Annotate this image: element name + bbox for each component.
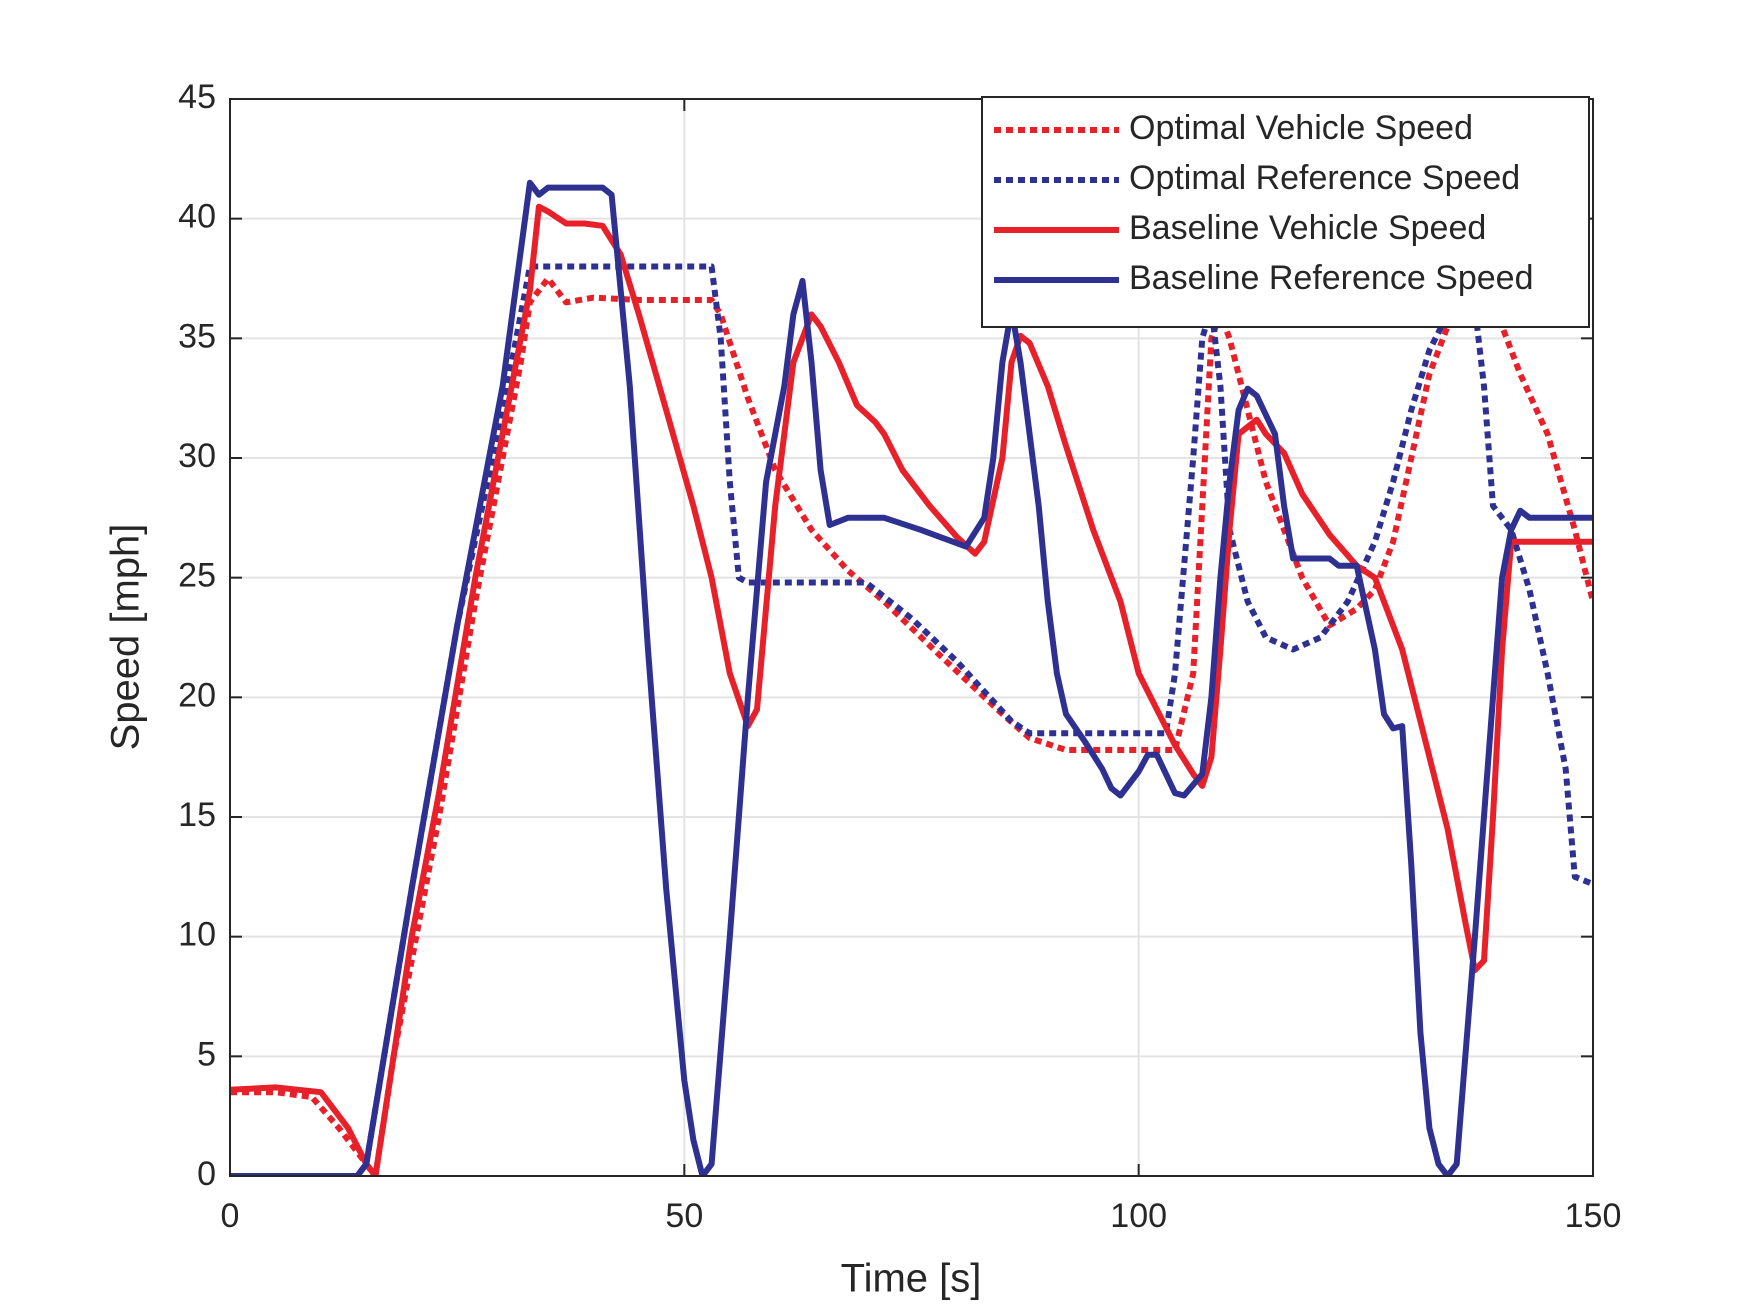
x-tick-label: 100	[1110, 1197, 1167, 1235]
y-tick-label: 20	[178, 676, 216, 714]
y-tick-label: 40	[178, 198, 216, 236]
y-tick-label: 15	[178, 796, 216, 834]
y-tick-label: 30	[178, 437, 216, 475]
x-tick-label: 150	[1565, 1197, 1622, 1235]
y-tick-label: 0	[197, 1155, 216, 1193]
y-tick-label: 5	[197, 1035, 216, 1073]
series-line	[230, 203, 1593, 1176]
legend-label: Optimal Reference Speed	[1129, 159, 1520, 197]
axes-box	[229, 98, 1594, 1177]
y-tick-label: 25	[178, 557, 216, 595]
y-axis-label: Speed [mph]	[104, 524, 148, 751]
legend-label: Baseline Vehicle Speed	[1129, 209, 1486, 247]
legend-label: Optimal Vehicle Speed	[1129, 109, 1473, 147]
legend-box	[981, 96, 1590, 328]
y-tick-label: 10	[178, 916, 216, 954]
y-tick-label: 35	[178, 317, 216, 355]
y-tick-label: 45	[178, 78, 216, 116]
x-axis-label: Time [s]	[841, 1257, 982, 1301]
x-tick-label: 0	[221, 1197, 240, 1235]
legend-label: Baseline Reference Speed	[1129, 259, 1534, 297]
series-line	[230, 179, 1593, 1176]
x-tick-label: 50	[665, 1197, 703, 1235]
series-line	[230, 275, 1593, 1176]
